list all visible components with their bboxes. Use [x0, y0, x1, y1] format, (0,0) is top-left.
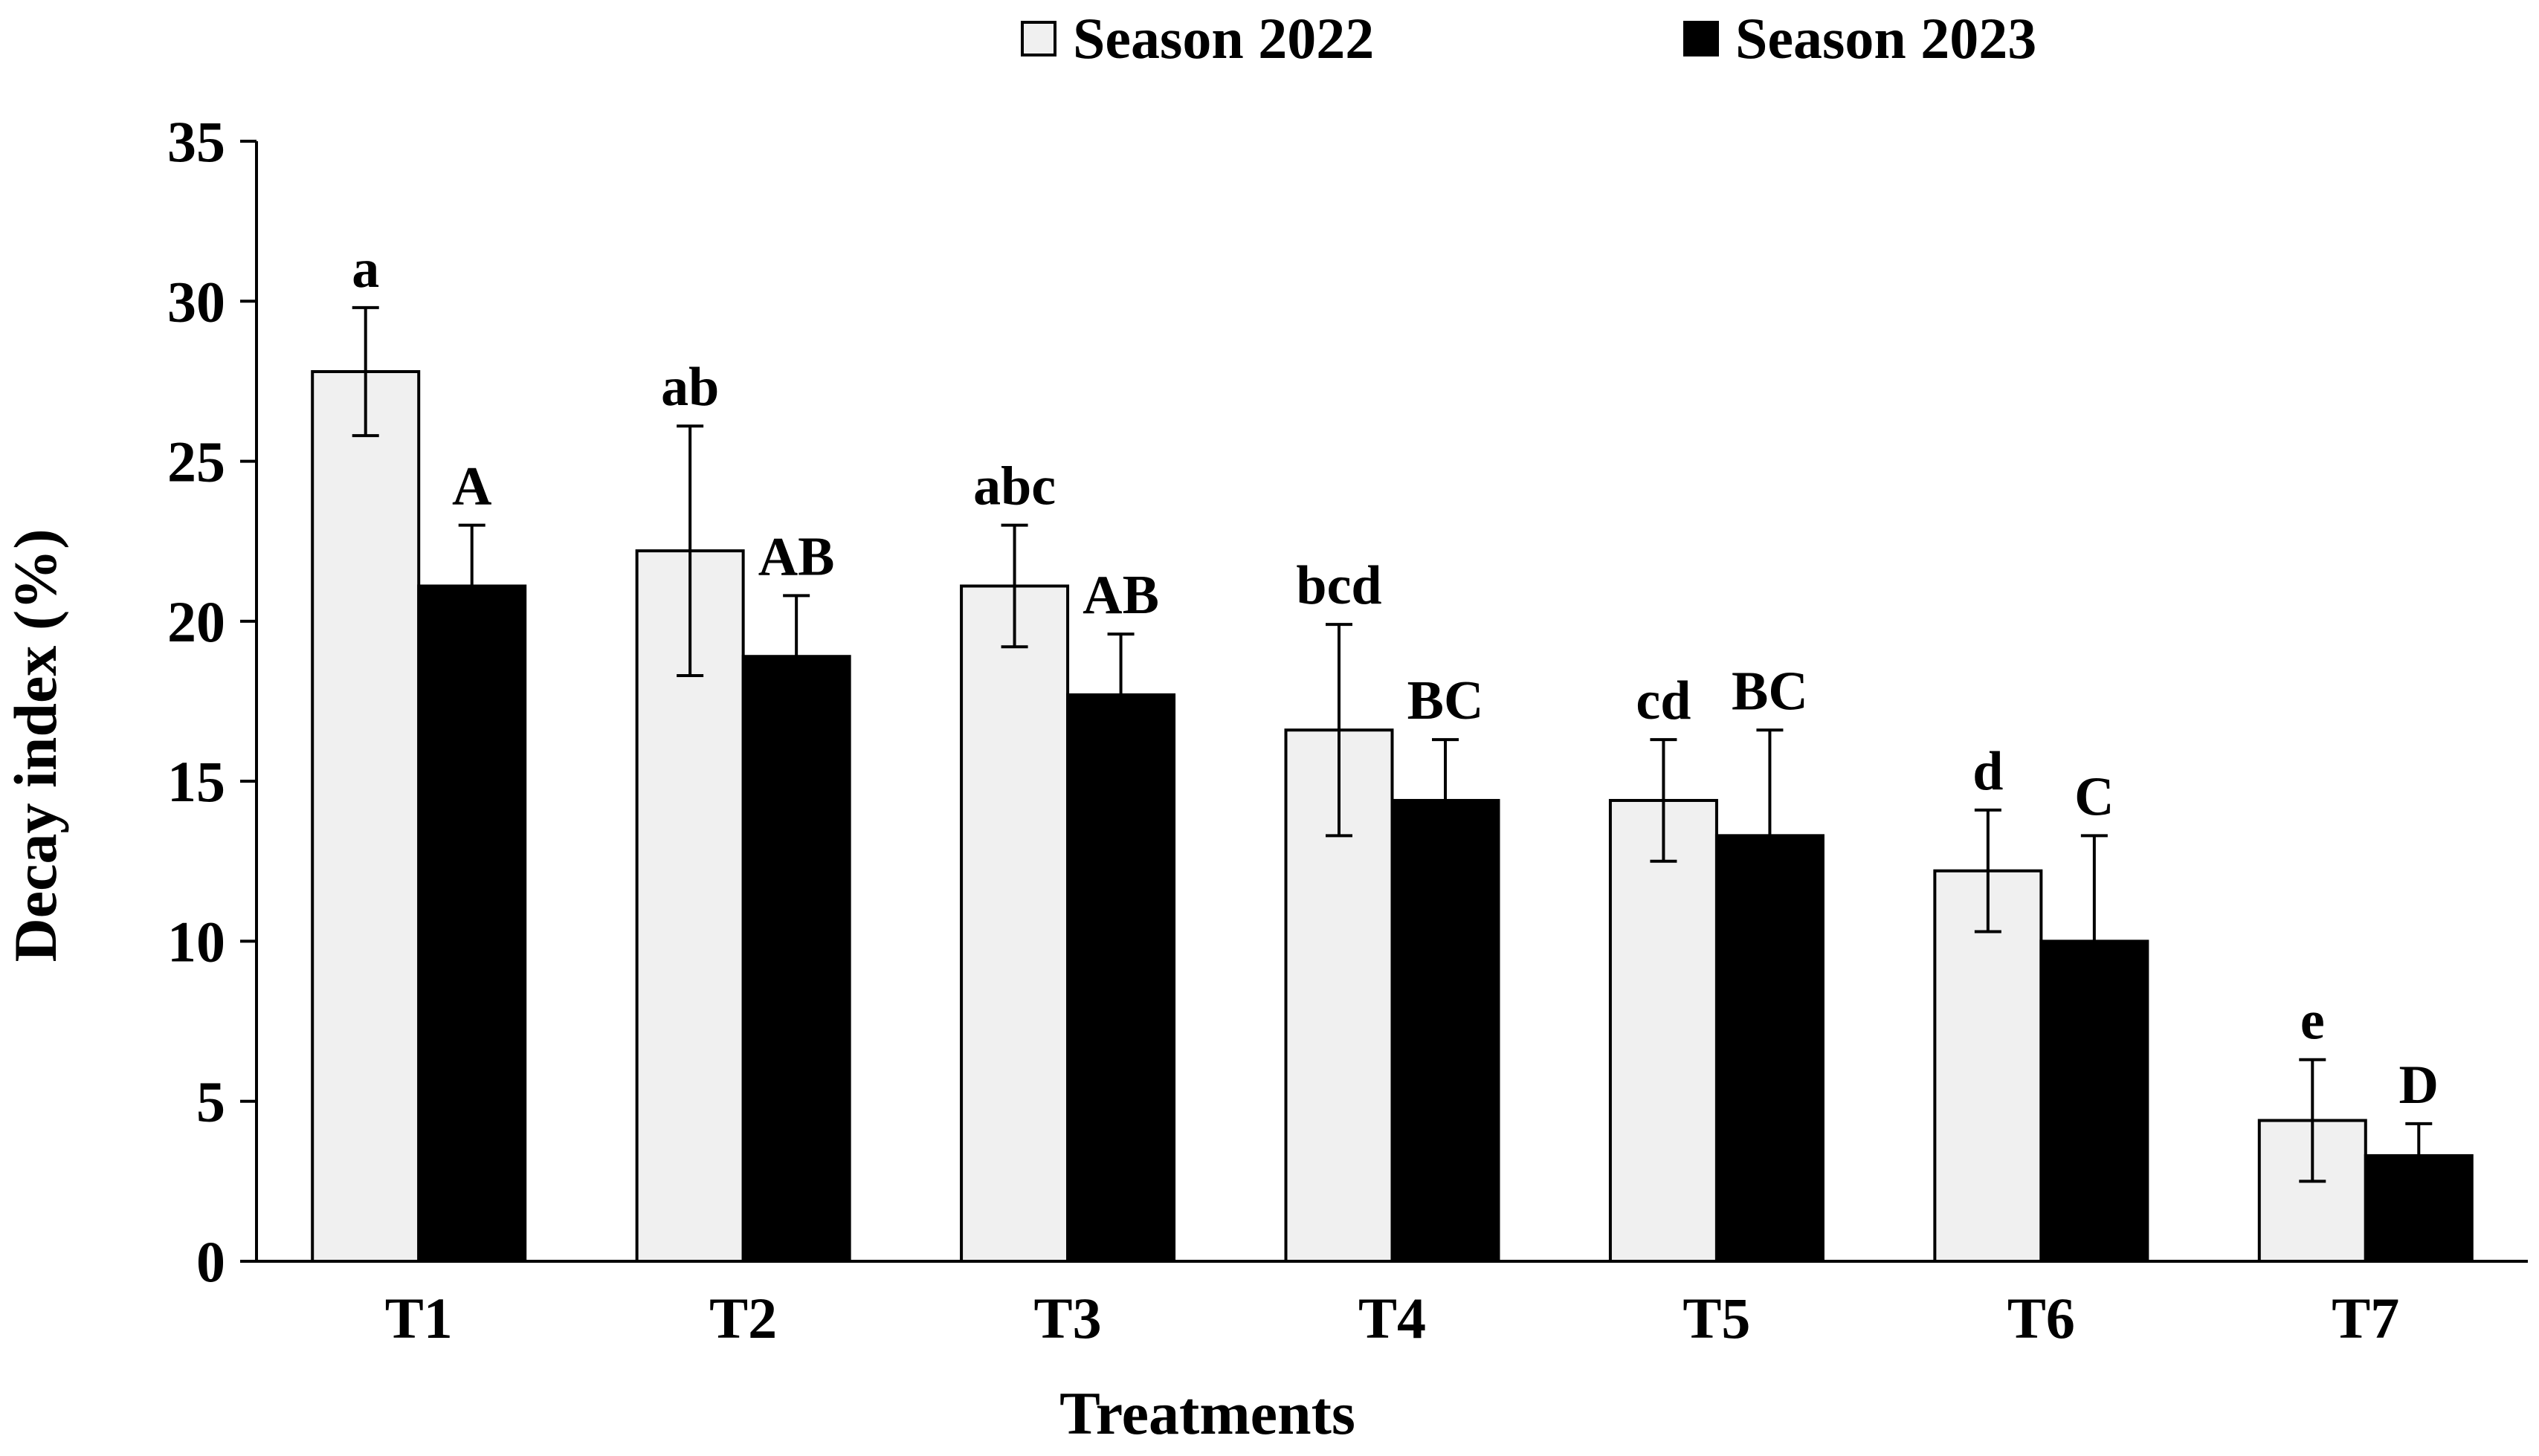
- category-group-t3: abc AB T3: [960, 456, 1176, 1350]
- significance-label: D: [2399, 1055, 2439, 1116]
- category-group-t1: a A T1: [311, 239, 527, 1350]
- y-tick-label: 0: [196, 1229, 225, 1294]
- y-tick-label: 20: [167, 589, 225, 654]
- category-group-t4: bcd BC T4: [1284, 555, 1500, 1350]
- significance-label: d: [1972, 741, 2003, 802]
- significance-label: A: [452, 456, 491, 517]
- x-tick-label: T4: [1358, 1286, 1426, 1350]
- bar-season-2022-t2: [635, 549, 745, 1263]
- significance-label: abc: [973, 456, 1056, 517]
- significance-label: AB: [1083, 565, 1159, 626]
- x-tick-label: T2: [709, 1286, 777, 1350]
- y-tick-label: 30: [167, 269, 225, 334]
- legend: Season 2022 Season 2023: [1021, 6, 2036, 71]
- y-tick-label: 10: [167, 909, 225, 974]
- category-group-t2: ab AB T2: [635, 357, 851, 1350]
- y-tick-label: 35: [167, 109, 225, 174]
- x-tick-label: T1: [385, 1286, 453, 1350]
- y-tick-label: 25: [167, 430, 225, 494]
- legend-swatch: [1683, 21, 1719, 56]
- y-axis-title: Decay index (%): [1, 528, 69, 962]
- category-group-t7: e D T7: [2257, 991, 2474, 1350]
- significance-label: AB: [758, 526, 835, 587]
- legend-swatch: [1021, 21, 1056, 56]
- bar-season-2022-t6: [1933, 869, 2043, 1263]
- significance-label: ab: [661, 357, 719, 418]
- bar-season-2022-t3: [960, 584, 1070, 1263]
- legend-item: Season 2023: [1683, 6, 2036, 71]
- y-tick-label: 5: [196, 1070, 225, 1134]
- y-axis: 0 5 10 15 20 25 30 35: [167, 109, 258, 1294]
- significance-label: BC: [1407, 670, 1484, 731]
- significance-label: bcd: [1296, 555, 1381, 616]
- bar-season-2023-t2: [741, 655, 851, 1263]
- bar-season-2022-t5: [1608, 798, 1718, 1263]
- legend-label: Season 2023: [1735, 6, 2036, 71]
- significance-label: cd: [1636, 670, 1691, 731]
- bar-season-2023-t3: [1066, 693, 1176, 1263]
- x-tick-label: T5: [1683, 1286, 1750, 1350]
- significance-label: e: [2300, 991, 2325, 1052]
- bars-group: a A T1 ab AB T2 abc AB T3 bcd BC T4 cd BC T5 d C T6 e D T7: [311, 239, 2474, 1350]
- bar-season-2022-t1: [311, 370, 421, 1263]
- x-axis-title: Treatments: [1059, 1379, 1355, 1447]
- legend-item: Season 2022: [1021, 6, 1374, 71]
- bar-season-2023-t4: [1390, 798, 1500, 1263]
- category-group-t6: d C T6: [1933, 741, 2149, 1350]
- category-group-t5: cd BC T5: [1608, 661, 1825, 1350]
- significance-label: a: [352, 239, 379, 300]
- bar-season-2023-t1: [417, 584, 527, 1263]
- significance-label: C: [2074, 766, 2114, 827]
- x-tick-label: T6: [2007, 1286, 2075, 1350]
- x-tick-label: T7: [2332, 1286, 2399, 1350]
- legend-label: Season 2022: [1073, 6, 1374, 71]
- y-tick-label: 15: [167, 749, 225, 814]
- x-tick-label: T3: [1034, 1286, 1102, 1350]
- significance-label: BC: [1732, 661, 1808, 722]
